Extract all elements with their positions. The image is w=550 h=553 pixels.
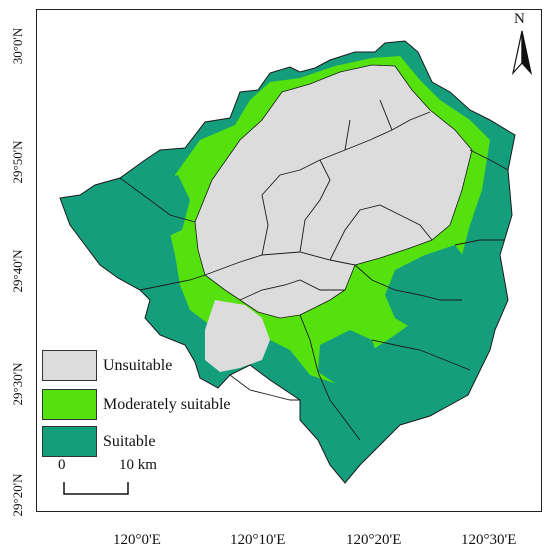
region-suitable-patch-south: [318, 330, 380, 385]
region-suitable-patch-west: [145, 175, 190, 240]
scale-label-end: 10 km: [119, 457, 157, 473]
lon-label-120-0e: 120°0'E: [113, 532, 161, 548]
legend-label-moderate: Moderately suitable: [103, 395, 231, 413]
legend-label-suitable: Suitable: [103, 432, 156, 450]
lon-label-120-30e: 120°30'E: [461, 532, 517, 548]
lat-label-30n: 30°0'N: [10, 27, 25, 65]
legend-item-suitable: Suitable: [42, 426, 155, 457]
lat-label-29-40n: 29°40'N: [10, 249, 25, 293]
legend-swatch-moderate: [42, 389, 97, 420]
legend-swatch-suitable: [42, 426, 97, 457]
region-suitable-patch-east: [385, 245, 470, 330]
lat-label-29-30n: 29°30'N: [10, 362, 25, 406]
scale-bar: [63, 482, 129, 495]
lat-label-29-50n: 29°50'N: [10, 140, 25, 184]
legend-item-unsuitable: Unsuitable: [42, 350, 172, 381]
legend-swatch-unsuitable: [42, 350, 97, 381]
north-letter: N: [514, 11, 525, 27]
north-arrow-icon: [511, 30, 533, 76]
lon-label-120-10e: 120°10'E: [230, 532, 286, 548]
legend-item-moderate: Moderately suitable: [42, 389, 231, 420]
legend-label-unsuitable: Unsuitable: [103, 356, 173, 374]
region-unsuitable-west: [205, 300, 270, 372]
lat-label-29-20n: 29°20'N: [10, 473, 25, 517]
scale-label-start: 0: [58, 457, 66, 473]
lon-label-120-20e: 120°20'E: [346, 532, 402, 548]
county-boundaries: [119, 99, 509, 441]
